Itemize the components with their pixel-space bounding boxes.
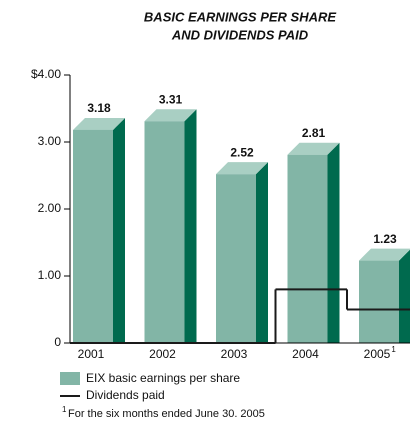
bar — [216, 174, 256, 343]
x-tick-label: 2003 — [221, 347, 248, 361]
bar-side — [184, 109, 197, 343]
bar-side — [399, 249, 410, 343]
bar-top — [73, 117, 125, 130]
bar-top — [359, 248, 410, 261]
value-label: 3.31 — [159, 92, 183, 106]
x-tick-label: 2001 — [78, 347, 105, 361]
bar — [359, 260, 399, 343]
bar-top — [144, 109, 197, 122]
chart-title: AND DIVIDENDS PAID — [171, 27, 309, 42]
x-tick-label: 2005 — [364, 347, 391, 361]
footnote-marker: 1 — [391, 345, 396, 354]
value-label: 3.18 — [87, 101, 111, 115]
legend-swatch — [60, 372, 80, 385]
bar-side — [327, 142, 340, 343]
y-tick-label: 0 — [54, 335, 61, 349]
chart-title: BASIC EARNINGS PER SHARE — [144, 9, 336, 24]
y-tick-label: 1.00 — [38, 268, 62, 282]
footnote-marker: 1 — [62, 405, 67, 414]
value-label: 2.52 — [230, 145, 254, 159]
y-tick-label: 3.00 — [38, 134, 62, 148]
bar — [287, 154, 328, 343]
y-tick-label: 2.00 — [38, 201, 62, 215]
x-tick-label: 2004 — [292, 347, 319, 361]
bar-side — [113, 117, 125, 343]
x-tick-label: 2002 — [149, 347, 176, 361]
legend-label: EIX basic earnings per share — [86, 371, 240, 385]
y-tick-label: $4.00 — [31, 67, 61, 81]
footnote: For the six months ended June 30. 2005 — [68, 408, 265, 420]
bar-side — [256, 162, 268, 343]
value-label: 1.23 — [373, 232, 397, 246]
bar-top — [216, 162, 268, 175]
value-label: 2.81 — [302, 126, 326, 140]
bar — [144, 121, 185, 343]
bar-top — [287, 142, 340, 155]
legend-label: Dividends paid — [86, 388, 165, 402]
bar — [73, 129, 113, 343]
